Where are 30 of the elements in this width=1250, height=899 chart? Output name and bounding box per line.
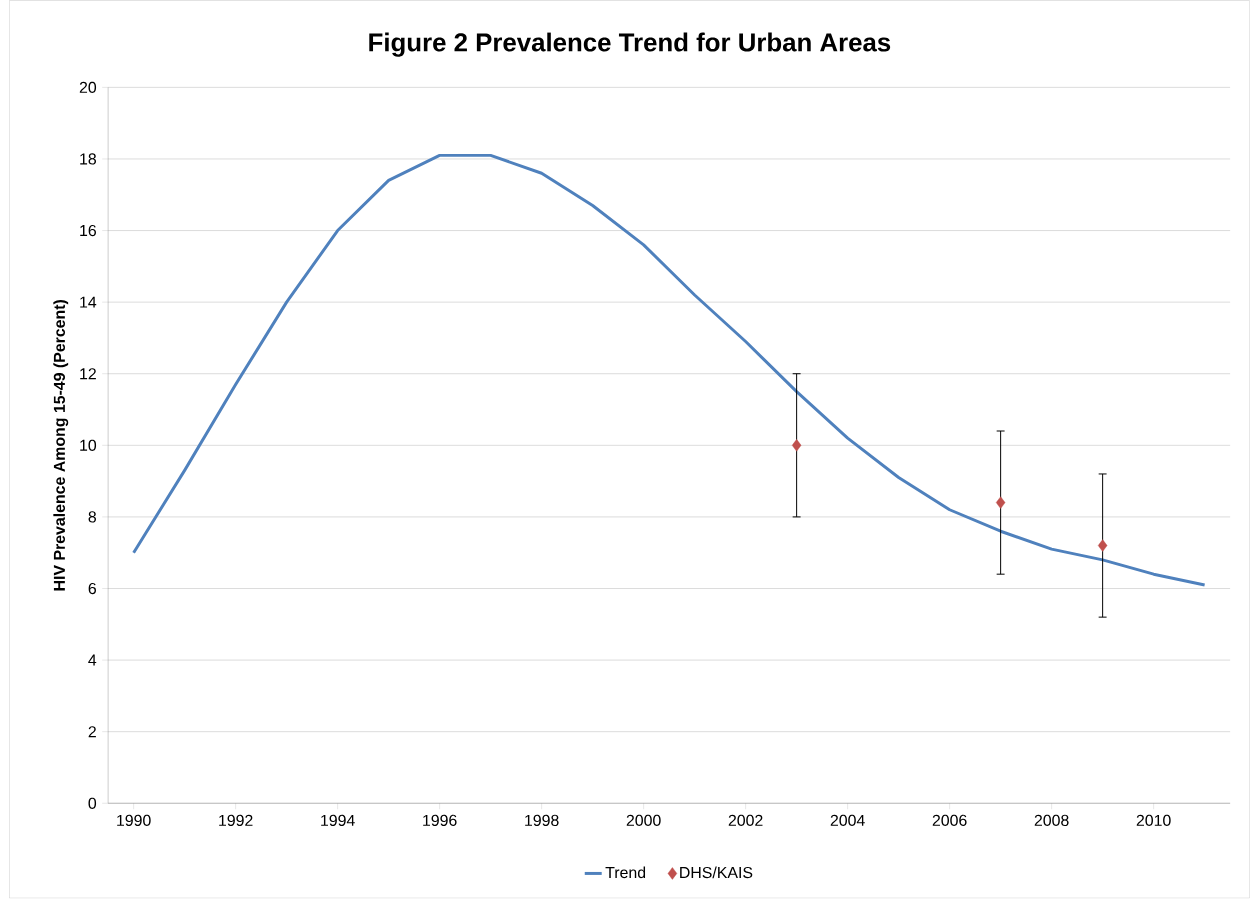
x-tick-label: 2006 (932, 814, 967, 827)
x-tick-label: 1992 (219, 814, 253, 827)
y-tick-label: 6 (88, 583, 96, 595)
chart-title: Figure 2 Prevalence Trend for Urban Areas (369, 32, 891, 57)
point (995, 496, 1006, 509)
y-tick-label: 14 (80, 296, 97, 308)
x-tick-label: 1996 (423, 814, 457, 827)
point (791, 439, 802, 452)
x-tick-label: 1994 (321, 814, 355, 827)
y-tick-label: 2 (88, 726, 96, 738)
x-tick-label: 1998 (525, 814, 559, 827)
y-tick-label: 4 (88, 654, 97, 666)
point (1097, 539, 1108, 552)
y-tick-label: 20 (79, 81, 97, 94)
x-tick-label: 1990 (117, 814, 151, 827)
x-tick-label: 2000 (626, 814, 661, 827)
y-tick-label: 18 (80, 153, 97, 165)
legend-label: DHS/KAIS (680, 866, 753, 879)
y-tick-label: 12 (80, 368, 96, 380)
y-tick-label: 8 (88, 511, 97, 523)
y-axis-title: HIV Prevalence Among 15-49 (Percent) (53, 300, 69, 591)
x-tick-label: 2004 (830, 814, 865, 827)
x-tick-label: 2002 (728, 814, 763, 827)
legend-label: Trend (605, 866, 646, 879)
y-tick-label: 10 (80, 439, 97, 452)
line-series (132, 154, 1207, 587)
y-tick-label: 0 (88, 797, 97, 810)
x-tick-label: 2010 (1136, 814, 1171, 827)
x-tick-label: 2008 (1034, 814, 1069, 827)
y-tick-label: 16 (80, 225, 96, 237)
